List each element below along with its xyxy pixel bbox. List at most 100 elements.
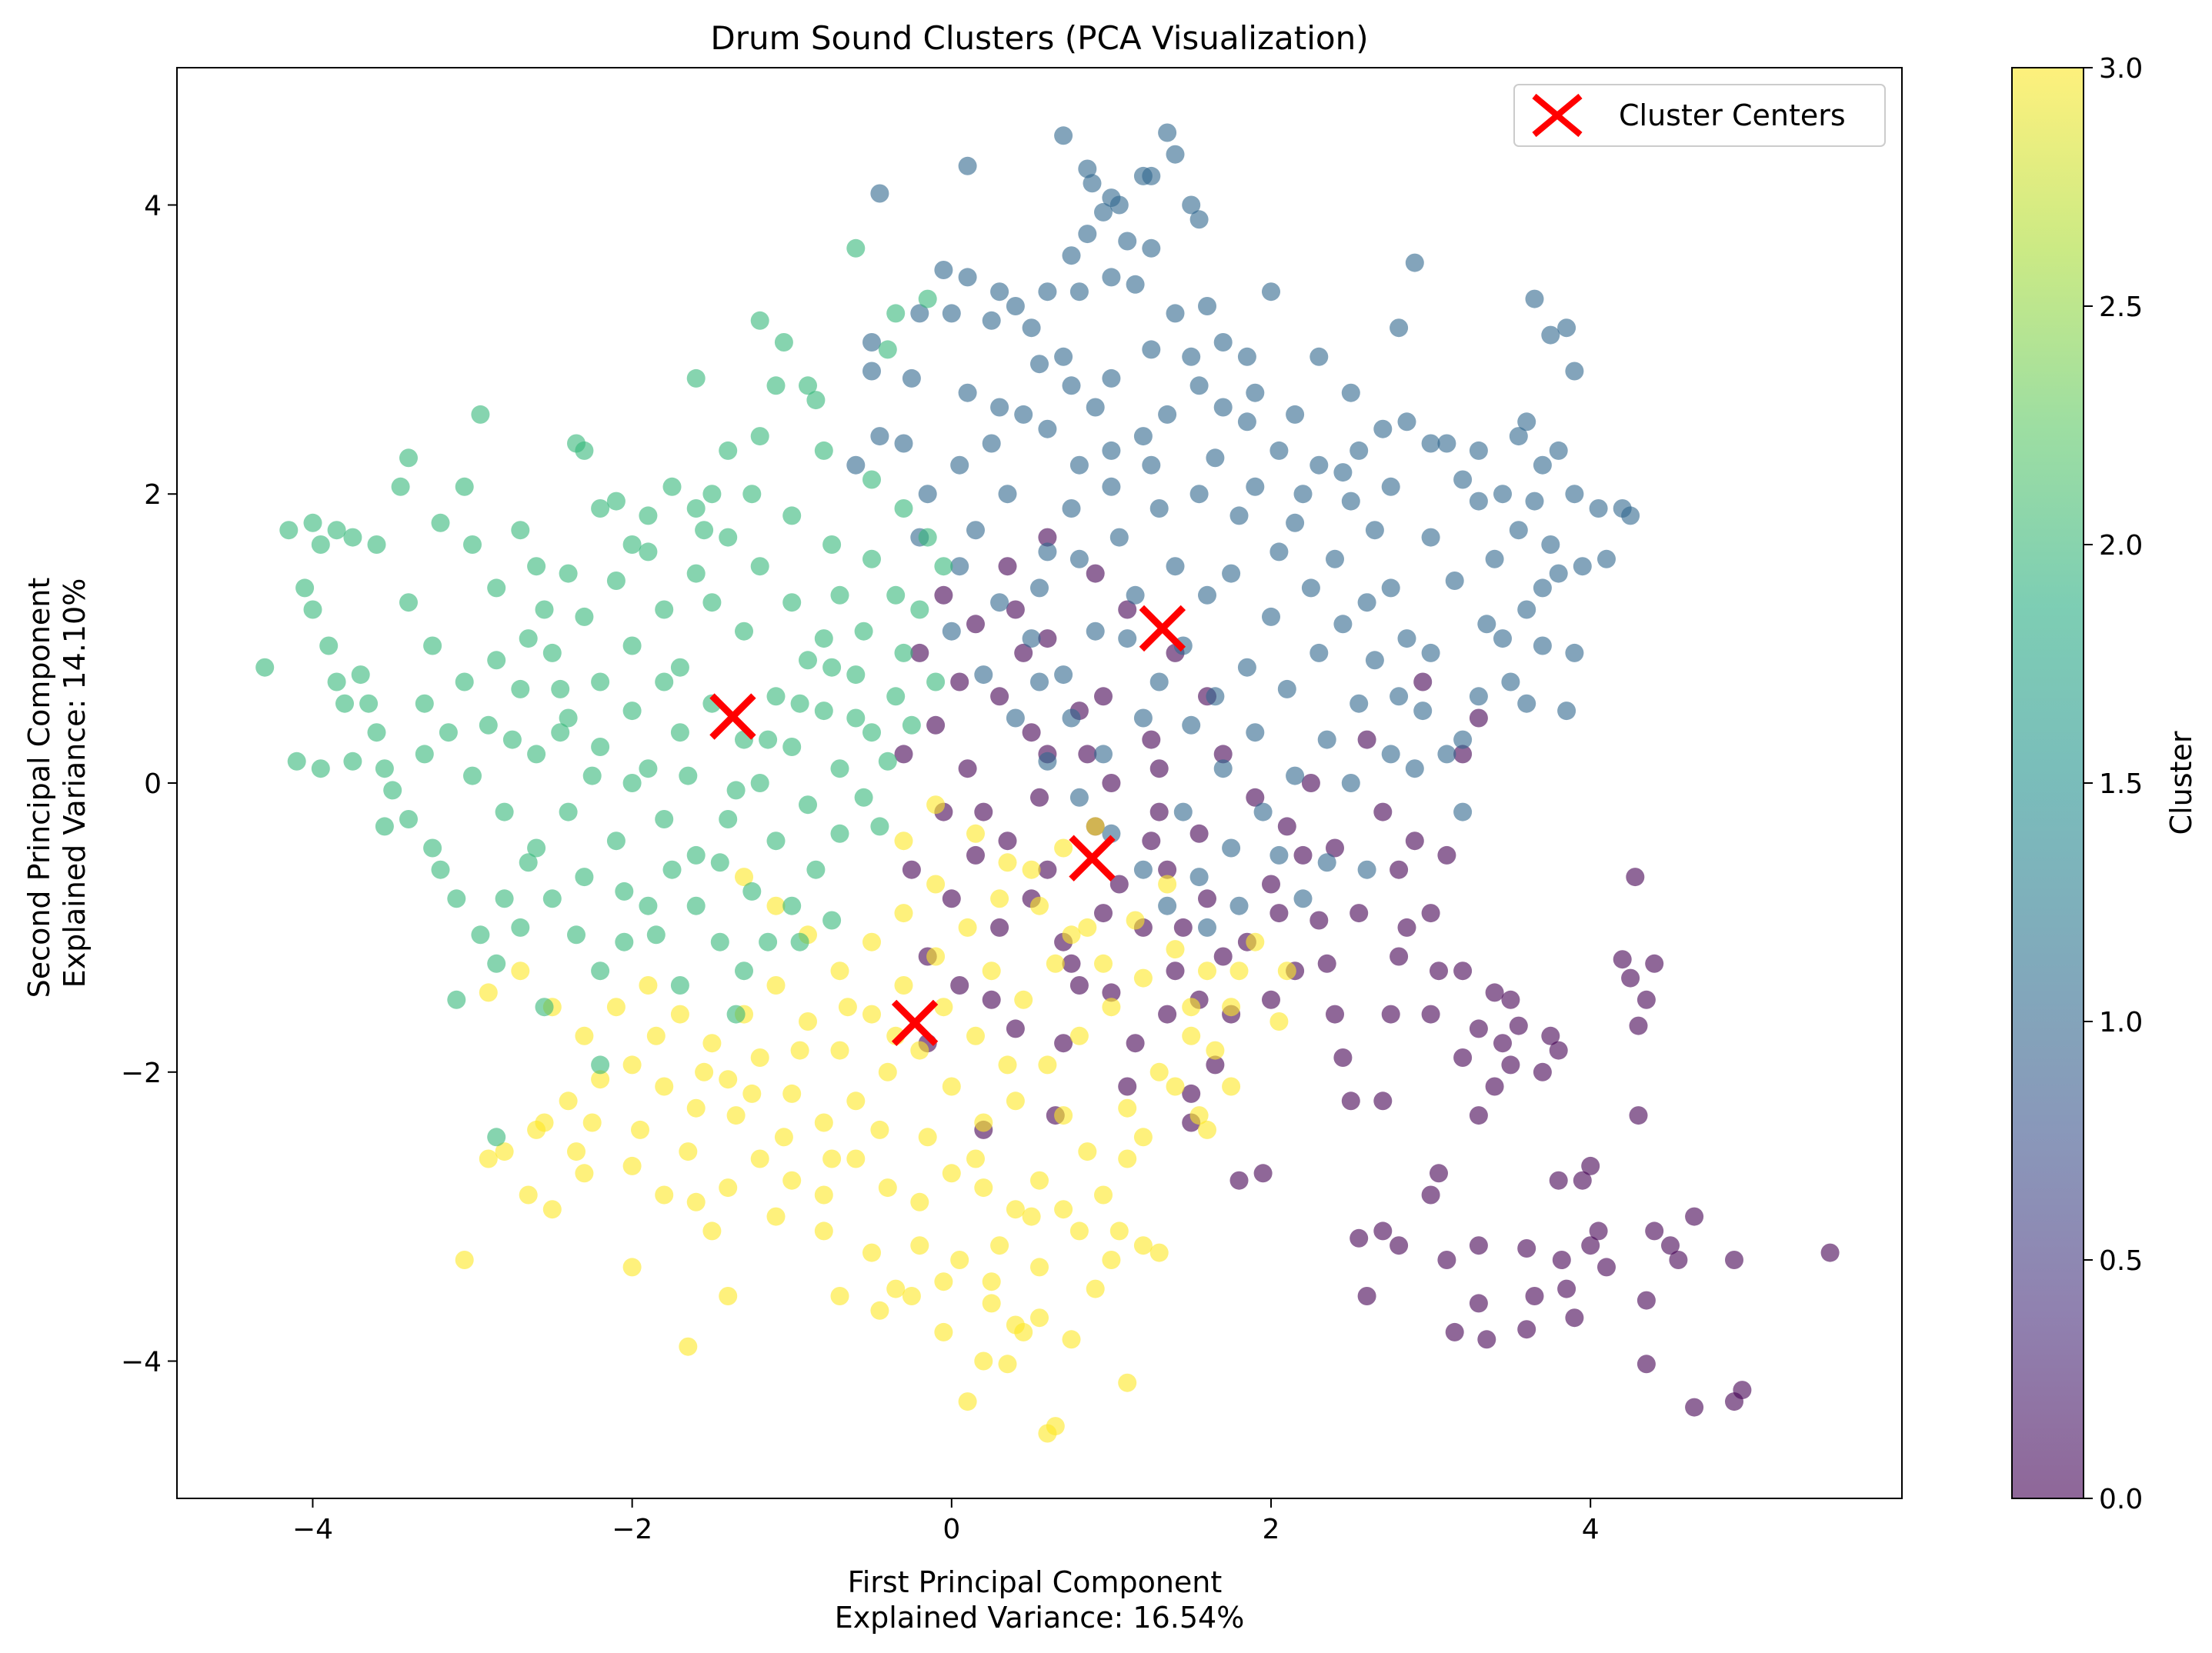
point-cluster-3 — [1030, 896, 1049, 915]
point-cluster-2 — [774, 333, 793, 352]
point-cluster-1 — [1166, 304, 1185, 323]
point-cluster-3 — [862, 932, 881, 951]
point-cluster-2 — [766, 376, 786, 395]
point-cluster-0 — [1437, 845, 1456, 865]
point-cluster-3 — [1030, 1308, 1049, 1328]
cluster-centers — [709, 605, 1186, 1047]
point-cluster-3 — [719, 1178, 738, 1198]
point-cluster-2 — [886, 304, 906, 323]
point-cluster-3 — [719, 1070, 738, 1089]
point-cluster-1 — [1597, 549, 1616, 568]
point-cluster-2 — [606, 572, 626, 590]
point-cluster-2 — [615, 932, 634, 951]
point-cluster-0 — [974, 802, 993, 822]
point-cluster-1 — [1286, 513, 1305, 532]
point-cluster-0 — [1102, 774, 1121, 792]
point-cluster-2 — [742, 881, 762, 901]
point-cluster-1 — [1078, 159, 1097, 178]
point-cluster-3 — [766, 1207, 786, 1226]
colorbar-tick-label: 0.0 — [2099, 1484, 2143, 1515]
point-cluster-1 — [1237, 347, 1256, 366]
point-cluster-3 — [1054, 838, 1073, 858]
point-cluster-0 — [910, 643, 929, 662]
point-cluster-0 — [1485, 983, 1504, 1002]
point-cluster-1 — [1310, 455, 1329, 475]
point-cluster-0 — [1485, 1077, 1504, 1096]
point-cluster-3 — [1198, 961, 1216, 981]
point-cluster-2 — [582, 766, 602, 785]
point-cluster-1 — [1437, 745, 1456, 764]
point-cluster-2 — [830, 759, 849, 778]
point-cluster-0 — [1381, 1005, 1400, 1024]
point-cluster-3 — [1149, 1062, 1169, 1081]
point-cluster-1 — [1206, 687, 1225, 706]
point-cluster-2 — [886, 687, 906, 706]
point-cluster-0 — [1685, 1398, 1704, 1417]
point-cluster-1 — [1293, 485, 1313, 504]
point-cluster-2 — [639, 542, 658, 562]
point-cluster-3 — [814, 1221, 833, 1241]
y-axis-ticks: −4 −2 0 2 4 — [121, 190, 177, 1378]
point-cluster-1 — [1062, 376, 1081, 395]
point-cluster-1 — [1246, 723, 1265, 742]
point-cluster-1 — [1453, 730, 1473, 749]
point-cluster-3 — [535, 1113, 554, 1132]
point-cluster-1 — [1189, 485, 1209, 504]
point-cluster-2 — [735, 961, 753, 981]
point-cluster-2 — [606, 492, 626, 511]
point-cluster-1 — [1310, 643, 1329, 662]
point-cluster-3 — [846, 1149, 866, 1168]
point-cluster-0 — [1390, 1236, 1409, 1255]
point-cluster-1 — [1397, 412, 1416, 432]
point-cluster-0 — [1262, 875, 1280, 894]
point-cluster-1 — [1469, 441, 1488, 460]
point-cluster-2 — [902, 715, 921, 735]
point-cluster-0 — [1469, 1236, 1488, 1255]
point-cluster-1 — [1142, 455, 1161, 475]
point-cluster-0 — [1198, 889, 1216, 908]
point-cluster-3 — [622, 1156, 642, 1175]
point-cluster-0 — [1557, 1279, 1576, 1298]
point-cluster-3 — [1182, 1026, 1201, 1045]
point-cluster-2 — [799, 795, 817, 815]
point-cluster-2 — [423, 838, 442, 858]
point-cluster-3 — [990, 1236, 1009, 1255]
point-cluster-0 — [1453, 745, 1473, 764]
point-cluster-1 — [1102, 441, 1121, 460]
point-cluster-0 — [1549, 1041, 1568, 1060]
point-cluster-3 — [958, 918, 977, 937]
point-cluster-3 — [655, 1077, 674, 1096]
point-cluster-3 — [742, 1084, 762, 1103]
point-cluster-3 — [774, 1128, 793, 1147]
point-cluster-2 — [399, 810, 418, 828]
point-cluster-1 — [1310, 347, 1329, 366]
point-cluster-0 — [1118, 600, 1137, 619]
point-cluster-1 — [1517, 600, 1536, 619]
point-cluster-2 — [702, 593, 722, 612]
point-cluster-1 — [1405, 759, 1424, 778]
point-cluster-2 — [559, 802, 578, 822]
point-cluster-3 — [1109, 1221, 1129, 1241]
point-cluster-1 — [990, 593, 1009, 612]
point-cluster-3 — [575, 1026, 594, 1045]
point-cluster-1 — [1069, 282, 1089, 302]
point-cluster-2 — [934, 557, 953, 576]
point-cluster-0 — [1430, 1164, 1448, 1183]
point-cluster-1 — [1333, 463, 1353, 482]
point-cluster-0 — [1525, 1287, 1544, 1305]
point-cluster-2 — [327, 521, 346, 540]
point-cluster-1 — [894, 434, 913, 453]
point-cluster-1 — [1069, 549, 1089, 568]
colorbar-label: Cluster — [2164, 731, 2198, 835]
point-cluster-2 — [447, 990, 466, 1009]
point-cluster-0 — [1038, 528, 1057, 547]
point-cluster-0 — [1589, 1221, 1608, 1241]
point-cluster-0 — [1333, 1048, 1353, 1067]
point-cluster-0 — [1725, 1251, 1743, 1269]
point-cluster-2 — [655, 810, 674, 828]
point-cluster-1 — [1549, 441, 1568, 460]
cluster-center-3 — [891, 999, 939, 1047]
point-cluster-1 — [1277, 679, 1296, 698]
point-cluster-3 — [974, 1113, 993, 1132]
